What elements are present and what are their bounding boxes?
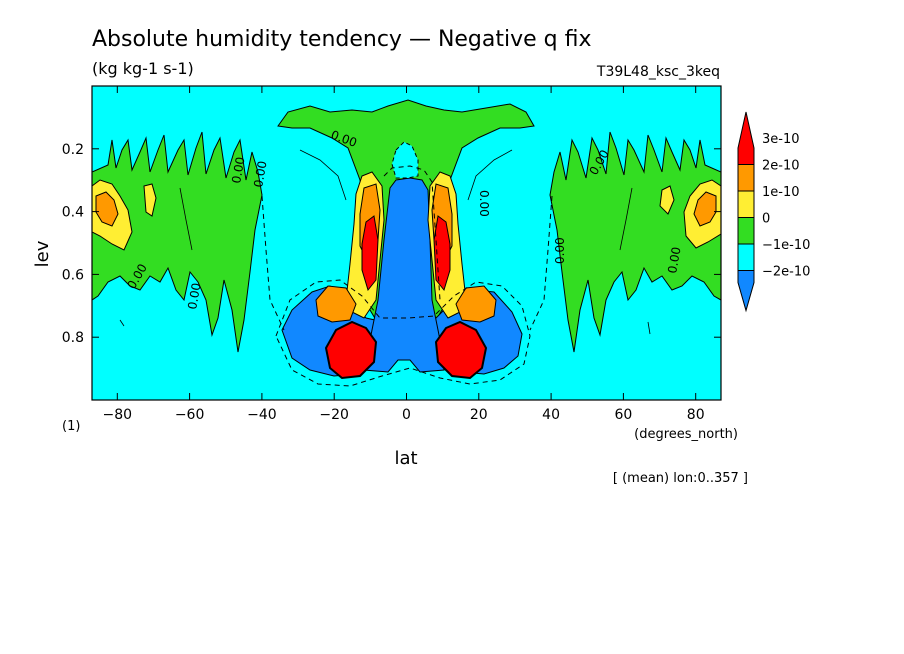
x-axis-units: (degrees_north) bbox=[634, 427, 738, 442]
region-red-upper-left bbox=[361, 215, 379, 292]
x-tick-label: 20 bbox=[470, 407, 488, 423]
contour-label: 0.00 bbox=[477, 190, 491, 217]
region-red-lower-left bbox=[324, 320, 378, 380]
region-orange-left bbox=[95, 191, 119, 227]
region-orange-right bbox=[693, 191, 717, 227]
colorbar: 3e-10 2e-10 1e-10 0 −1e-10 −2e-10 bbox=[737, 111, 810, 313]
y-tick-label: 0.4 bbox=[62, 205, 84, 221]
region-yellow-left2 bbox=[143, 183, 157, 217]
run-label: T39L48_ksc_3keq bbox=[596, 64, 720, 80]
x-tick-label: 40 bbox=[542, 407, 560, 423]
region-yellow-right2 bbox=[659, 185, 675, 215]
colorbar-label: −2e-10 bbox=[762, 265, 810, 280]
contour-labels: 0.00 0.00 0.00 0.00 0.00 0.00 0.00 0.00 … bbox=[124, 128, 683, 311]
y-tick-label: 0.8 bbox=[62, 330, 84, 346]
x-tick-label: −40 bbox=[247, 407, 277, 423]
x-tick-label: −20 bbox=[319, 407, 349, 423]
region-orange-low-right bbox=[455, 285, 497, 323]
region-cyan-gap bbox=[391, 141, 419, 179]
plot-area: 0.00 0.00 0.00 0.00 0.00 0.00 0.00 0.00 … bbox=[92, 86, 721, 400]
colorbar-swatch bbox=[737, 111, 755, 165]
x-tick-label: 80 bbox=[687, 407, 705, 423]
y-axis: 0.2 0.4 0.6 0.8 bbox=[62, 142, 721, 346]
region-green-right bbox=[549, 131, 721, 353]
contour-label: 0.00 bbox=[553, 237, 567, 264]
x-tick-label: −60 bbox=[175, 407, 205, 423]
x-axis: −80 −60 −40 −20 0 20 40 60 80 bbox=[103, 86, 705, 423]
units-label: (kg kg-1 s-1) bbox=[92, 59, 194, 78]
colorbar-label: 0 bbox=[762, 212, 770, 227]
x-tick-label: 0 bbox=[402, 407, 411, 423]
colorbar-swatch bbox=[737, 164, 755, 192]
y-axis-label: lev bbox=[32, 240, 53, 267]
thin-contours bbox=[119, 149, 651, 335]
y-tick-label: 0.2 bbox=[62, 142, 84, 158]
colorbar-swatch bbox=[737, 217, 755, 245]
footnote: [ (mean) lon:0..357 ] bbox=[613, 471, 748, 486]
contour-label: 0.00 bbox=[229, 156, 247, 185]
colorbar-label: 2e-10 bbox=[762, 159, 800, 174]
x-tick-label: −80 bbox=[103, 407, 133, 423]
region-orange-low-left bbox=[315, 285, 357, 323]
contour-label: 0.00 bbox=[665, 246, 683, 275]
colorbar-swatch bbox=[737, 243, 755, 271]
colorbar-label: 3e-10 bbox=[762, 132, 800, 147]
colorbar-label: −1e-10 bbox=[762, 238, 810, 253]
x-tick-label: 60 bbox=[614, 407, 632, 423]
y-axis-units: (1) bbox=[62, 419, 80, 434]
contour-label: 0.00 bbox=[251, 160, 269, 189]
colorbar-label: 1e-10 bbox=[762, 185, 800, 200]
chart-title: Absolute humidity tendency — Negative q … bbox=[92, 27, 592, 52]
contour-label: 0.00 bbox=[185, 282, 203, 311]
region-green-left bbox=[92, 131, 263, 353]
y-tick-label: 0.6 bbox=[62, 267, 84, 283]
colorbar-swatch bbox=[737, 270, 755, 313]
negative-contours bbox=[261, 165, 553, 387]
x-axis-label: lat bbox=[394, 448, 417, 469]
colorbar-swatch bbox=[737, 190, 755, 218]
region-red-lower-right bbox=[434, 320, 488, 380]
region-negative-column bbox=[363, 177, 445, 373]
